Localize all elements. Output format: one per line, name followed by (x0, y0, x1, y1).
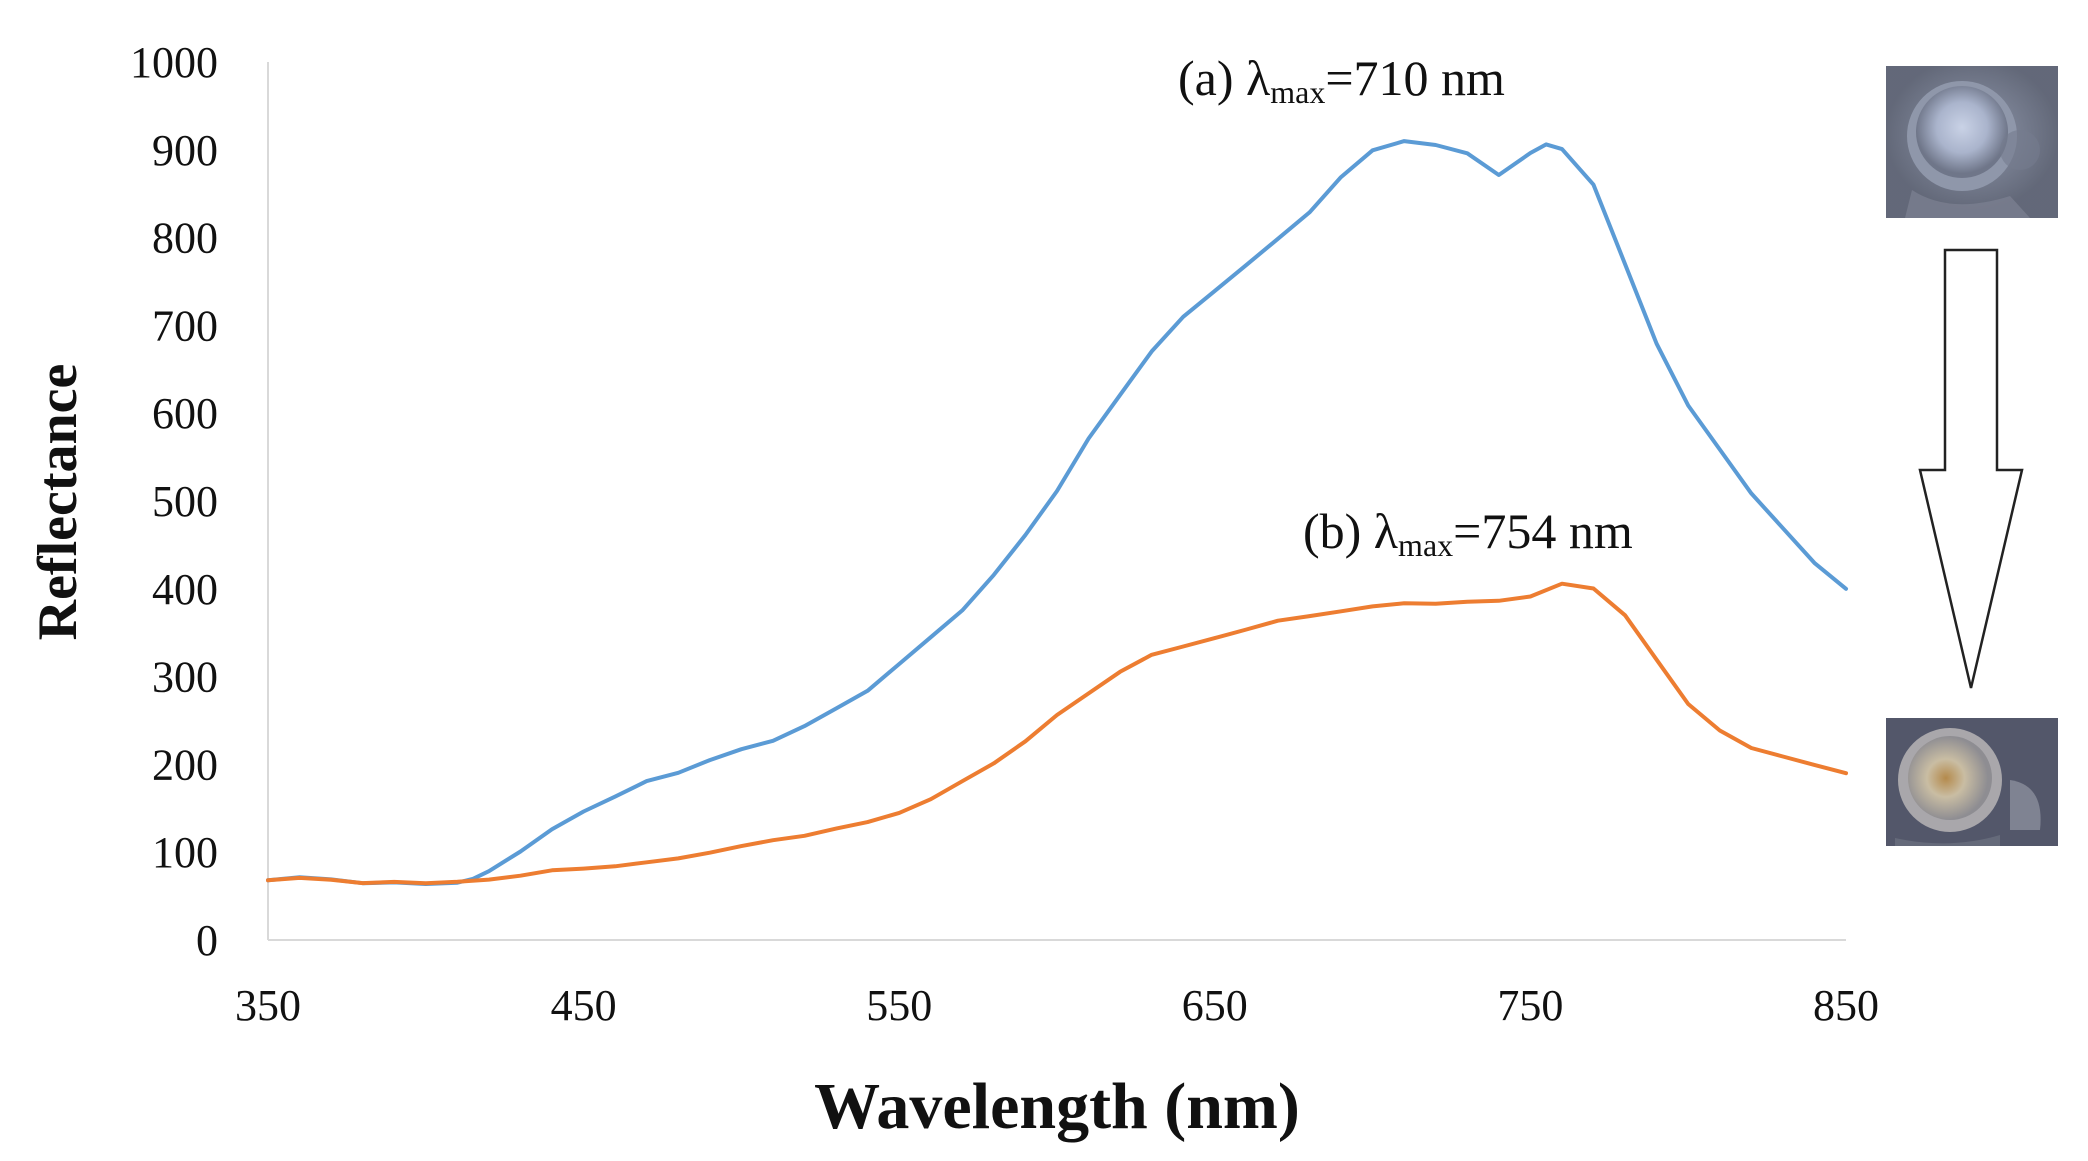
x-axis-title: Wavelength (nm) (814, 1070, 1300, 1143)
series-lines (266, 139, 1848, 886)
x-tick-label: 750 (1497, 981, 1563, 1030)
annotation-a-sub: max (1270, 74, 1325, 110)
y-tick-label: 300 (152, 653, 218, 702)
y-tick-label: 400 (152, 565, 218, 614)
y-tick-label: 500 (152, 477, 218, 526)
x-tick-label: 550 (866, 981, 932, 1030)
annotation-a-label: (a) λ (1178, 50, 1270, 106)
annotation-b-suffix: =754 nm (1453, 503, 1633, 559)
annotation-b-sub: max (1398, 527, 1453, 563)
annotation-b-label: (b) λ (1303, 503, 1398, 559)
y-axis-title: Reflectance (27, 364, 89, 641)
x-tick-label: 650 (1182, 981, 1248, 1030)
down-arrow-icon (1918, 248, 2024, 689)
annotation-a: (a) λmax=710 nm (1178, 50, 1505, 110)
y-tick-label: 100 (152, 828, 218, 877)
y-tick-label: 800 (152, 214, 218, 263)
series-line-a (266, 139, 1848, 886)
y-tick-label: 200 (152, 740, 218, 789)
x-tick-labels: 350 450 550 650 750 850 (235, 981, 1879, 1030)
y-tick-labels: 0 100 200 300 400 500 600 700 800 900 1000 (130, 38, 218, 965)
x-tick-label: 450 (551, 981, 617, 1030)
sample-photo-before (1886, 66, 2058, 218)
y-tick-label: 1000 (130, 38, 218, 87)
x-tick-label: 850 (1813, 981, 1879, 1030)
y-tick-label: 600 (152, 389, 218, 438)
x-tick-label: 350 (235, 981, 301, 1030)
y-tick-label: 900 (152, 126, 218, 175)
sample-photo-after (1886, 718, 2058, 846)
y-tick-label: 700 (152, 301, 218, 350)
annotation-a-suffix: =710 nm (1325, 50, 1505, 106)
series-line-b (266, 581, 1848, 886)
y-tick-label: 0 (196, 916, 218, 965)
plot-axes (267, 62, 1846, 941)
annotation-b: (b) λmax=754 nm (1303, 503, 1633, 563)
